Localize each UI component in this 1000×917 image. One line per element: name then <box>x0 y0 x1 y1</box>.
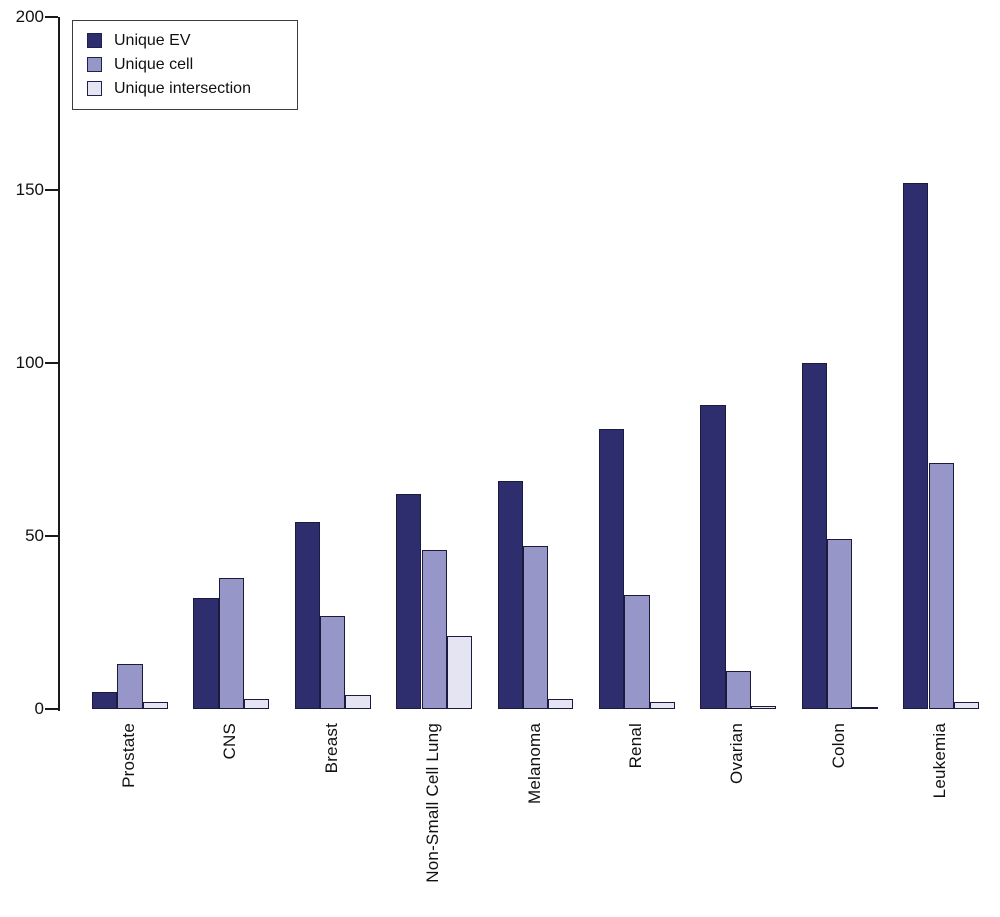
bar-unique-ev <box>700 404 726 709</box>
bar-unique-cell <box>117 664 143 709</box>
y-tick <box>45 535 58 537</box>
y-axis-line <box>58 17 60 711</box>
bar-unique-intersection <box>548 698 574 709</box>
legend-item: Unique cell <box>87 55 285 74</box>
bar-unique-cell <box>928 463 954 709</box>
bar-unique-intersection <box>751 705 777 709</box>
bar-unique-cell <box>421 549 447 709</box>
legend-swatch-unique-intersection <box>87 81 102 96</box>
bar-unique-ev <box>801 363 828 709</box>
bar-unique-intersection <box>953 702 980 709</box>
y-tick <box>45 362 58 364</box>
x-category-label: Renal <box>625 723 645 769</box>
x-category-label: Ovarian <box>727 723 747 784</box>
legend-label: Unique intersection <box>114 79 251 97</box>
bar-unique-cell <box>218 577 244 709</box>
y-tick-label: 100 <box>15 353 44 372</box>
y-tick-label: 150 <box>15 180 44 199</box>
bar-unique-ev <box>903 183 929 709</box>
y-tick-label: 50 <box>25 526 44 545</box>
x-category-label: Prostate <box>118 723 138 788</box>
x-category-label: Non-Small Cell Lung <box>423 723 443 883</box>
x-category-label: Breast <box>321 723 341 774</box>
bar-unique-ev <box>92 691 118 709</box>
x-category-label: CNS <box>220 723 240 760</box>
bar-unique-intersection <box>649 702 675 709</box>
bar-unique-intersection <box>852 707 878 709</box>
bar-unique-ev <box>294 522 321 709</box>
bar-unique-intersection <box>142 702 168 709</box>
bar-unique-intersection <box>244 698 270 709</box>
legend: Unique EV Unique cell Unique intersectio… <box>72 20 298 110</box>
legend-item: Unique intersection <box>87 79 285 98</box>
bar-unique-ev <box>599 428 625 709</box>
x-category-label: Leukemia <box>930 723 950 799</box>
bar-unique-cell <box>827 539 853 709</box>
bar-unique-cell <box>725 670 751 709</box>
y-tick <box>45 16 58 18</box>
x-category-label: Melanoma <box>524 723 544 804</box>
y-tick-label: 0 <box>34 699 44 718</box>
bar-unique-ev <box>193 598 219 709</box>
x-category-label: Colon <box>828 723 848 769</box>
bar-unique-ev <box>497 480 523 709</box>
bar-unique-cell <box>522 546 549 709</box>
bar-unique-cell <box>624 594 650 709</box>
legend-swatch-unique-cell <box>87 57 102 72</box>
bar-unique-cell <box>320 615 346 709</box>
bar-unique-intersection <box>345 695 371 709</box>
bar-unique-ev <box>396 494 422 709</box>
legend-item: Unique EV <box>87 31 285 50</box>
legend-label: Unique cell <box>114 55 194 73</box>
bar-unique-intersection <box>446 636 473 709</box>
y-tick <box>45 189 58 191</box>
legend-label: Unique EV <box>114 31 191 49</box>
legend-swatch-unique-ev <box>87 33 102 48</box>
y-tick <box>45 708 58 710</box>
y-tick-label: 200 <box>15 7 44 26</box>
